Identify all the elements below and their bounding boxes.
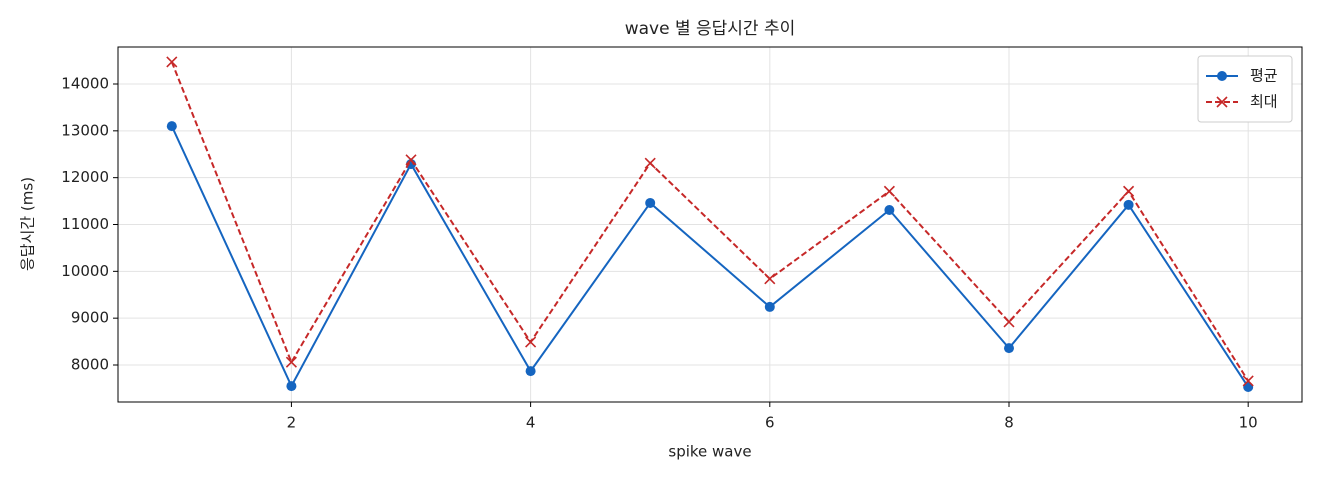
y-tick-label: 10000 — [61, 262, 109, 280]
point — [405, 154, 417, 166]
y-tick-label: 14000 — [61, 74, 109, 92]
chart-title: wave 별 응답시간 추이 — [625, 19, 796, 39]
point — [764, 273, 776, 285]
legend-label: 최대 — [1250, 93, 1278, 111]
point — [764, 301, 775, 312]
y-tick-label: 9000 — [71, 309, 109, 327]
point — [166, 121, 177, 132]
legend-marker — [1217, 71, 1227, 81]
x-tick-label: 6 — [765, 414, 775, 432]
line — [170, 125, 1250, 389]
point — [525, 366, 536, 377]
y-tick-label: 11000 — [61, 215, 109, 233]
x-tick-label: 10 — [1239, 414, 1258, 432]
point — [1123, 199, 1134, 210]
y-tick-label: 8000 — [71, 356, 109, 374]
x-tick-label: 2 — [287, 414, 297, 432]
point — [644, 157, 656, 169]
point — [285, 356, 297, 368]
legend-marker — [1216, 96, 1228, 108]
point — [883, 185, 895, 197]
y-tick-label: 13000 — [61, 121, 109, 139]
point — [286, 381, 297, 392]
point — [1003, 343, 1014, 354]
point — [645, 197, 656, 208]
y-tick-label: 12000 — [61, 168, 109, 186]
point — [884, 204, 895, 215]
x-tick-label: 4 — [526, 414, 536, 432]
line — [170, 61, 1250, 382]
y-axis-label: 응답시간 (ms) — [19, 177, 37, 271]
point — [1123, 185, 1135, 197]
point — [1003, 316, 1015, 328]
legend-box — [1197, 55, 1293, 123]
point — [525, 336, 537, 348]
legend-label: 평균 — [1250, 67, 1278, 85]
point — [1242, 375, 1254, 387]
point — [166, 56, 178, 68]
plot-frame — [117, 46, 1303, 403]
x-axis-label: spike wave — [668, 443, 751, 461]
x-tick-label: 8 — [1004, 414, 1014, 432]
